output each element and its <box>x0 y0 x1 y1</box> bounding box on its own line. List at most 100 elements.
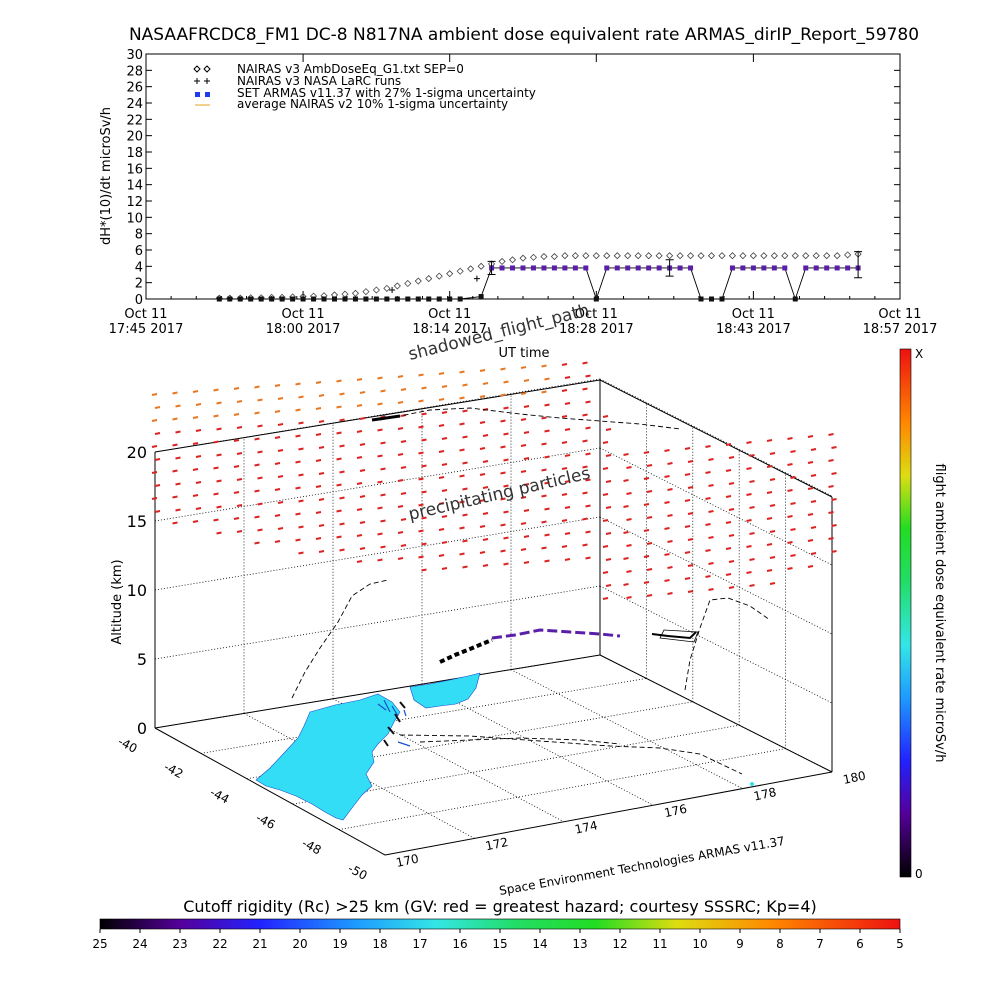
rigidity-dash <box>339 392 345 396</box>
rigidity-dash <box>523 405 530 408</box>
nairas-v3-point <box>529 253 538 261</box>
rigidity-dash <box>503 510 509 514</box>
rigidity-dash <box>216 401 222 405</box>
nairas-v2-errorbar <box>487 260 496 275</box>
rigidity-dash <box>195 455 202 458</box>
armas-point <box>656 265 662 271</box>
armas-point <box>363 296 369 302</box>
rigidity-dash <box>397 375 404 378</box>
rigidity-dash <box>438 398 445 401</box>
rigidity-dash <box>233 413 240 416</box>
rigidity-dash <box>236 478 243 481</box>
rigidity-dash <box>687 538 694 541</box>
rigidity-dash <box>523 457 530 460</box>
rigidity-dash <box>257 450 263 454</box>
rigidity-dash <box>441 385 448 388</box>
rigidity-dash <box>195 403 202 406</box>
armas-point <box>279 296 285 302</box>
rigidity-dash <box>725 573 732 576</box>
rigidity-dash <box>233 465 240 468</box>
rigidity-dash <box>277 397 284 400</box>
armas-point <box>216 296 222 302</box>
rigidity-dash <box>769 504 776 507</box>
nairas-v3-point <box>414 277 422 285</box>
rigidity-dash <box>233 517 240 520</box>
rigidity-dash <box>295 538 301 542</box>
x-tick-label-time: 18:14 2017 <box>412 322 487 337</box>
rigidity-dash <box>541 546 547 550</box>
rigidity-ticks: 25 24 23 22 21 20 19 18 17 16 15 14 13 12 11 10 9 8 7 6 5 <box>92 929 904 951</box>
rigidity-dash <box>377 428 383 432</box>
cutoff-rigidity-field <box>151 361 837 600</box>
rigidity-dash <box>400 518 407 521</box>
rigidity-dash <box>725 495 732 498</box>
rigidity-dash <box>810 526 817 529</box>
rigidity-dash <box>520 548 527 551</box>
rigidity-dash <box>626 518 632 521</box>
rigidity-dash <box>175 404 181 408</box>
rigidity-dash <box>643 555 650 558</box>
nairas-v3-point <box>582 252 590 260</box>
rigidity-tick-label: 10 <box>692 937 707 951</box>
rigidity-dash <box>254 541 260 545</box>
rigidity-dash <box>728 508 735 511</box>
nairas-v3-point <box>613 252 621 260</box>
figure-title: NASAAFRCDC8_FM1 DC-8 N817NA ambient dose… <box>129 25 919 45</box>
rigidity-dash <box>233 491 240 494</box>
rigidity-dash <box>339 470 345 474</box>
nairas-v3-point <box>425 275 433 283</box>
rigidity-dash <box>684 473 691 476</box>
nairas-v3-point <box>446 270 454 278</box>
rigidity-dash <box>462 539 468 543</box>
rigidity-dash <box>705 523 711 526</box>
rigidity-dash <box>564 480 571 483</box>
rigidity-dash <box>213 492 219 496</box>
rigidity-dash <box>766 543 773 546</box>
rigidity-dash <box>503 536 509 540</box>
floor-grid-line <box>200 678 647 754</box>
rigidity-dash <box>418 451 424 455</box>
rigidity-dash <box>441 541 448 544</box>
credit-label: Space Environment Technologies ARMAS v11… <box>498 834 786 898</box>
rigidity-dash <box>213 388 219 392</box>
rigidity-dash <box>192 416 199 419</box>
rigidity-dash <box>626 570 632 573</box>
rigidity-dash <box>356 508 363 511</box>
armas-point <box>447 296 453 302</box>
nairas-v3-point <box>498 257 506 265</box>
altitude-tick-label: 10 <box>127 581 147 600</box>
nairas-v3-point <box>571 252 579 260</box>
x-tick-label-date: Oct 11 <box>124 307 167 322</box>
rigidity-dash <box>564 558 571 561</box>
rigidity-dash <box>377 480 383 484</box>
rigidity-dash <box>421 464 427 468</box>
rigidity-dash <box>295 382 301 386</box>
rigidity-dash <box>500 419 506 423</box>
rigidity-dash <box>831 446 837 449</box>
rigidity-dash <box>585 400 591 404</box>
rigidity-dash <box>582 465 588 469</box>
rigidity-dash <box>605 454 612 457</box>
rigidity-dash <box>500 367 506 371</box>
rigidity-dash <box>790 502 796 505</box>
rigidity-dash <box>380 545 386 549</box>
rigidity-dash <box>561 389 568 392</box>
rigidity-dash <box>769 530 776 533</box>
rigidity-dash <box>810 474 817 477</box>
rigidity-dash <box>602 545 609 548</box>
rigidity-dash <box>646 568 653 571</box>
rigidity-dash <box>769 478 776 481</box>
armas-point <box>405 296 411 302</box>
rigidity-dash <box>626 596 632 599</box>
altitude-grid-line <box>154 654 601 729</box>
rigidity-dash <box>151 497 158 500</box>
rigidity-dash <box>503 406 509 410</box>
x-tick-label-date: Oct 11 <box>878 307 921 322</box>
armas-point <box>562 265 568 271</box>
rigidity-dash <box>520 418 527 421</box>
rigidity-dash <box>482 434 489 437</box>
x-tick-label-date: Oct 11 <box>732 307 775 322</box>
rigidity-dash <box>336 457 342 461</box>
rigidity-dash <box>438 476 445 479</box>
rigidity-tick-label: 8 <box>776 937 784 951</box>
